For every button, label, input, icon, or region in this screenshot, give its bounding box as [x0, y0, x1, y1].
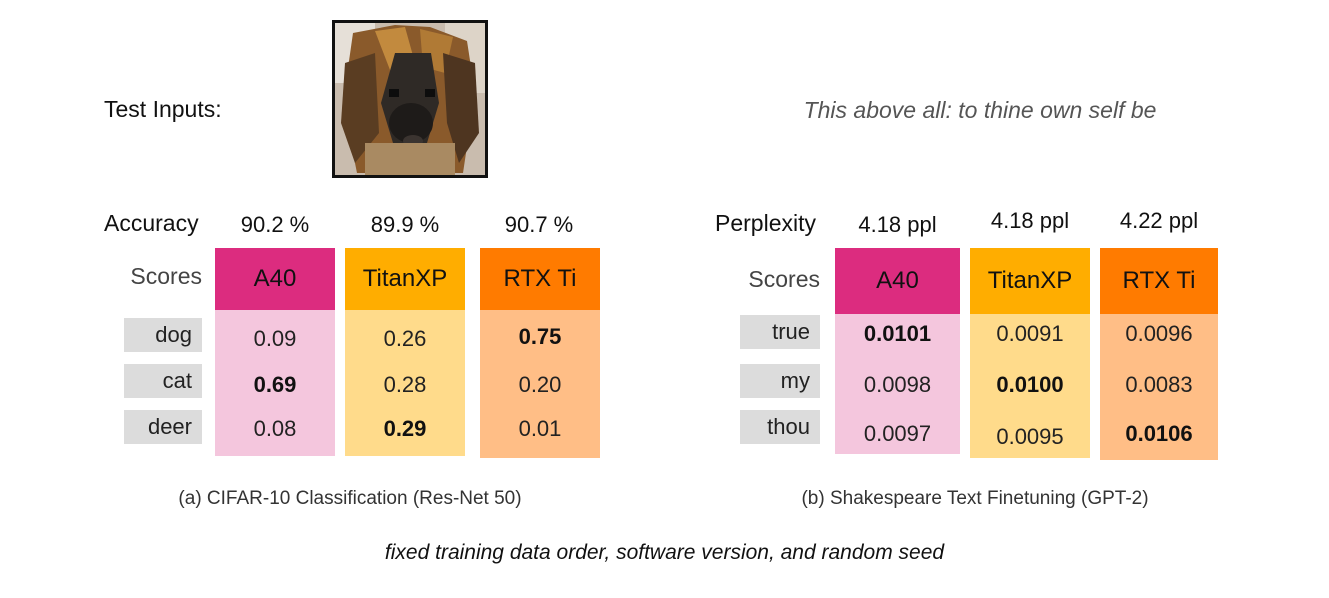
caption-b: (b) Shakespeare Text Finetuning (GPT-2)	[801, 488, 1149, 509]
row-label-my: my	[740, 364, 820, 398]
row-label-dog: dog	[124, 318, 202, 352]
score-cell: 0.0083	[1125, 372, 1193, 397]
rtx-ti-accuracy: 90.7 %	[504, 212, 574, 237]
a40-column-b: A40	[835, 248, 960, 454]
score-cell: 0.08	[253, 416, 297, 441]
rtx-ti-column-b: RTX Ti	[1100, 248, 1218, 460]
dog-image	[332, 20, 488, 178]
footer-note: fixed training data order, software vers…	[384, 541, 945, 564]
score-cell: 0.26	[383, 326, 427, 351]
shakespeare-quote: This above all: to thine own self be	[803, 97, 1157, 123]
row-label-deer: deer	[124, 410, 202, 444]
accuracy-label: Accuracy	[104, 210, 199, 236]
titanxp-header: TitanXP	[345, 248, 465, 310]
rtx-ti-header-b: RTX Ti	[1100, 248, 1218, 314]
score-cell: 0.0096	[1125, 321, 1193, 346]
a40-header: A40	[215, 248, 335, 310]
a40-column: A40	[215, 248, 335, 456]
score-cell-best: 0.0100	[996, 372, 1064, 397]
titanxp-perplexity: 4.18 ppl	[990, 208, 1070, 233]
dog-image-picture	[335, 23, 485, 175]
score-cell-best: 0.69	[253, 372, 297, 397]
score-cell: 0.28	[383, 372, 427, 397]
score-cell: 0.0091	[996, 321, 1064, 346]
row-label-thou: thou	[740, 410, 820, 444]
score-cell: 0.0098	[863, 372, 932, 397]
scores-label-b: Scores	[748, 266, 820, 292]
rtx-ti-header: RTX Ti	[480, 248, 600, 310]
perplexity-label: Perplexity	[715, 210, 816, 236]
score-cell-best: 0.0106	[1125, 421, 1193, 446]
caption-a: (a) CIFAR-10 Classification (Res-Net 50)	[178, 488, 522, 509]
score-cell-best: 0.29	[383, 416, 427, 441]
scores-label: Scores	[130, 263, 202, 289]
test-inputs-label: Test Inputs:	[104, 96, 222, 122]
rtx-ti-perplexity: 4.22 ppl	[1119, 208, 1199, 233]
score-cell: 0.20	[518, 372, 562, 397]
score-cell-best: 0.75	[518, 324, 562, 349]
row-label-cat: cat	[124, 364, 202, 398]
score-cell-best: 0.0101	[863, 321, 932, 346]
a40-header-b: A40	[835, 248, 960, 314]
titanxp-header-b: TitanXP	[970, 248, 1090, 314]
row-label-true: true	[740, 315, 820, 349]
score-cell: 0.09	[253, 326, 297, 351]
titanxp-column: TitanXP	[345, 248, 465, 456]
titanxp-column-b: TitanXP	[970, 248, 1090, 458]
titanxp-accuracy: 89.9 %	[370, 212, 440, 237]
a40-accuracy: 90.2 %	[240, 212, 310, 237]
a40-perplexity: 4.18 ppl	[858, 212, 937, 237]
rtx-ti-column: RTX Ti	[480, 248, 600, 458]
score-cell: 0.0095	[996, 424, 1064, 449]
score-cell: 0.01	[518, 416, 562, 441]
score-cell: 0.0097	[863, 421, 932, 446]
